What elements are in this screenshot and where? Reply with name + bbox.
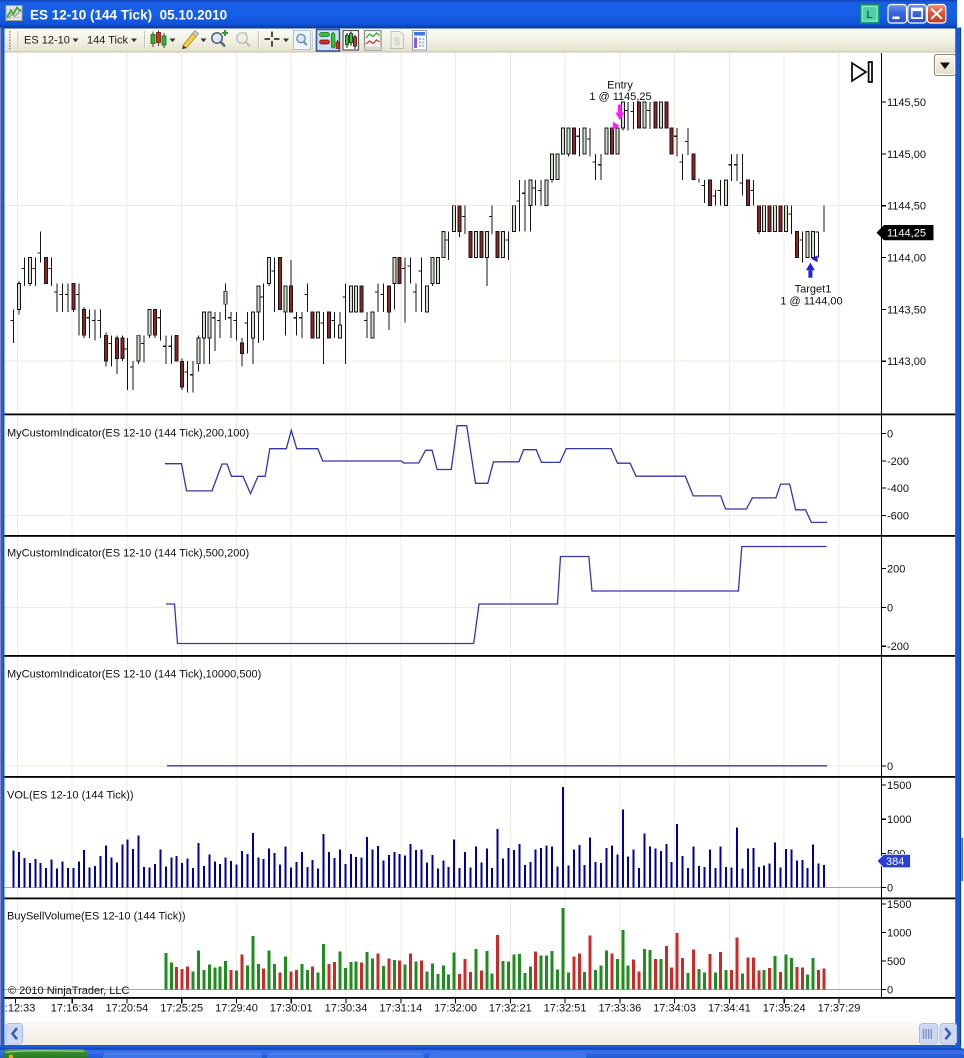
svg-text:17:16:34: 17:16:34 (51, 1003, 94, 1015)
svg-text:17:35:24: 17:35:24 (763, 1003, 806, 1015)
svg-text:1 @ 1145,25: 1 @ 1145,25 (589, 91, 651, 103)
svg-text:17:31:14: 17:31:14 (379, 1003, 422, 1015)
svg-text:17:34:03: 17:34:03 (653, 1003, 696, 1015)
svg-text:MyCustomIndicator(ES 12-10 (14: MyCustomIndicator(ES 12-10 (144 Tick),20… (7, 427, 249, 439)
svg-text:-400: -400 (887, 483, 909, 495)
svg-text:MyCustomIndicator(ES 12-10 (14: MyCustomIndicator(ES 12-10 (144 Tick),10… (7, 668, 261, 680)
svg-text:0: 0 (887, 602, 893, 614)
svg-text:ES 12-10 (144 Tick) 05.10.201: ES 12-10 (144 Tick) 05.10.2010 (30, 8, 227, 23)
svg-text:1000: 1000 (887, 928, 911, 940)
svg-text:17:20:54: 17:20:54 (105, 1003, 148, 1015)
svg-text:1144,25: 1144,25 (887, 228, 926, 240)
svg-text:-600: -600 (887, 510, 909, 522)
svg-text:0: 0 (887, 761, 893, 773)
svg-text:BuySellVolume(ES 12-10 (144 Ti: BuySellVolume(ES 12-10 (144 Tick)) (7, 910, 186, 922)
svg-text:VOL(ES 12-10 (144 Tick)): VOL(ES 12-10 (144 Tick)) (7, 789, 134, 801)
svg-text:17:29:40: 17:29:40 (215, 1003, 258, 1015)
svg-text:1143,00: 1143,00 (887, 356, 926, 368)
svg-text:17:32:51: 17:32:51 (544, 1003, 587, 1015)
svg-text:0: 0 (887, 429, 893, 441)
svg-text:1145,50: 1145,50 (887, 97, 926, 109)
svg-text:-200: -200 (887, 641, 909, 653)
svg-text:0: 0 (887, 984, 893, 996)
svg-text:1143,50: 1143,50 (887, 304, 926, 316)
svg-text:17:34:41: 17:34:41 (708, 1003, 751, 1015)
svg-text:17:30:01: 17:30:01 (270, 1003, 313, 1015)
svg-text:0: 0 (887, 883, 893, 895)
svg-text:17:33:36: 17:33:36 (598, 1003, 641, 1015)
svg-text:1000: 1000 (887, 814, 911, 826)
svg-text:ES 12-10: ES 12-10 (24, 35, 70, 47)
svg-text:384: 384 (886, 856, 904, 868)
svg-text:17:37:29: 17:37:29 (818, 1003, 861, 1015)
svg-text:© 2010 NinjaTrader, LLC: © 2010 NinjaTrader, LLC (8, 985, 129, 997)
svg-text:17:30:34: 17:30:34 (325, 1003, 368, 1015)
svg-text:500: 500 (887, 956, 905, 968)
svg-text:1144,00: 1144,00 (887, 253, 926, 265)
svg-text:Entry: Entry (607, 80, 633, 92)
svg-text:1144,50: 1144,50 (887, 201, 926, 213)
svg-text:200: 200 (887, 563, 905, 575)
svg-text:17:25:25: 17:25:25 (160, 1003, 203, 1015)
svg-text:1500: 1500 (887, 780, 911, 792)
svg-text::12:33: :12:33 (5, 1003, 36, 1015)
svg-text:L: L (866, 9, 872, 21)
svg-text:17:32:21: 17:32:21 (489, 1003, 532, 1015)
svg-text:-200: -200 (887, 456, 909, 468)
svg-text:1 @ 1144,00: 1 @ 1144,00 (780, 295, 842, 307)
svg-text:$: $ (394, 36, 400, 48)
svg-text:144 Tick: 144 Tick (87, 35, 128, 47)
svg-text:Target1: Target1 (795, 283, 832, 295)
svg-text:MyCustomIndicator(ES 12-10 (14: MyCustomIndicator(ES 12-10 (144 Tick),50… (7, 547, 249, 559)
svg-text:17:32:00: 17:32:00 (434, 1003, 477, 1015)
svg-text:1500: 1500 (887, 899, 911, 911)
svg-text:1145,00: 1145,00 (887, 149, 926, 161)
